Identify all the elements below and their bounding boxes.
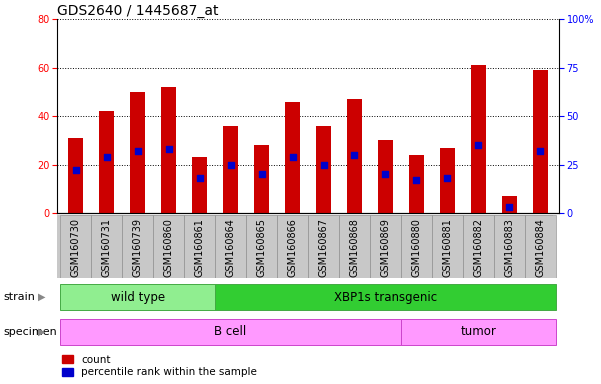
Text: tumor: tumor bbox=[460, 325, 496, 338]
Bar bbox=[525, 215, 556, 278]
Bar bbox=[254, 145, 269, 213]
Point bbox=[102, 154, 111, 160]
Bar bbox=[532, 70, 548, 213]
Point bbox=[71, 167, 81, 174]
Point bbox=[319, 162, 328, 168]
Point bbox=[164, 146, 174, 152]
Point bbox=[288, 154, 297, 160]
Bar bbox=[285, 102, 300, 213]
Point bbox=[412, 177, 421, 183]
Bar bbox=[130, 92, 145, 213]
Bar bbox=[316, 126, 331, 213]
Bar bbox=[68, 138, 84, 213]
Bar bbox=[494, 215, 525, 278]
Bar bbox=[223, 126, 239, 213]
Point bbox=[226, 162, 236, 168]
Text: GSM160739: GSM160739 bbox=[133, 218, 142, 277]
Bar bbox=[377, 141, 393, 213]
Text: GSM160865: GSM160865 bbox=[257, 218, 267, 277]
Text: GSM160868: GSM160868 bbox=[349, 218, 359, 277]
Text: wild type: wild type bbox=[111, 291, 165, 304]
Text: ▶: ▶ bbox=[38, 292, 45, 302]
Text: GSM160861: GSM160861 bbox=[195, 218, 204, 277]
Bar bbox=[99, 111, 114, 213]
Text: XBP1s transgenic: XBP1s transgenic bbox=[334, 291, 437, 304]
Point bbox=[195, 175, 204, 181]
Bar bbox=[401, 215, 432, 278]
Bar bbox=[502, 196, 517, 213]
Text: GSM160869: GSM160869 bbox=[380, 218, 391, 277]
Text: GSM160881: GSM160881 bbox=[442, 218, 453, 277]
Point bbox=[133, 148, 142, 154]
Bar bbox=[409, 155, 424, 213]
Bar bbox=[440, 148, 455, 213]
Bar bbox=[91, 215, 122, 278]
Point bbox=[350, 152, 359, 158]
Bar bbox=[60, 319, 401, 345]
Text: B cell: B cell bbox=[215, 325, 246, 338]
Bar bbox=[161, 87, 176, 213]
Text: GSM160866: GSM160866 bbox=[287, 218, 297, 277]
Text: GSM160731: GSM160731 bbox=[102, 218, 112, 277]
Bar bbox=[215, 284, 556, 310]
Text: strain: strain bbox=[3, 292, 35, 302]
Bar bbox=[60, 284, 215, 310]
Point bbox=[442, 175, 452, 181]
Point bbox=[505, 204, 514, 210]
Bar bbox=[153, 215, 184, 278]
Text: GDS2640 / 1445687_at: GDS2640 / 1445687_at bbox=[57, 4, 219, 18]
Text: GSM160882: GSM160882 bbox=[474, 218, 483, 277]
Bar bbox=[246, 215, 277, 278]
Text: ▶: ▶ bbox=[38, 327, 45, 337]
Bar bbox=[277, 215, 308, 278]
Bar bbox=[215, 215, 246, 278]
Text: GSM160867: GSM160867 bbox=[319, 218, 329, 277]
Text: GSM160730: GSM160730 bbox=[71, 218, 81, 277]
Text: GSM160884: GSM160884 bbox=[535, 218, 545, 277]
Bar bbox=[192, 157, 207, 213]
Bar bbox=[370, 215, 401, 278]
Bar bbox=[308, 215, 339, 278]
Legend: count, percentile rank within the sample: count, percentile rank within the sample bbox=[63, 355, 257, 377]
Point bbox=[474, 142, 483, 148]
Bar bbox=[432, 215, 463, 278]
Text: GSM160864: GSM160864 bbox=[225, 218, 236, 277]
Bar bbox=[184, 215, 215, 278]
Text: GSM160880: GSM160880 bbox=[412, 218, 421, 277]
Text: GSM160860: GSM160860 bbox=[163, 218, 174, 277]
Point bbox=[257, 171, 266, 177]
Text: specimen: specimen bbox=[3, 327, 56, 337]
Text: GSM160883: GSM160883 bbox=[504, 218, 514, 277]
Point bbox=[535, 148, 545, 154]
Bar bbox=[401, 319, 556, 345]
Bar bbox=[339, 215, 370, 278]
Bar bbox=[347, 99, 362, 213]
Bar bbox=[60, 215, 91, 278]
Point bbox=[380, 171, 390, 177]
Bar bbox=[122, 215, 153, 278]
Bar bbox=[471, 65, 486, 213]
Bar bbox=[463, 215, 494, 278]
